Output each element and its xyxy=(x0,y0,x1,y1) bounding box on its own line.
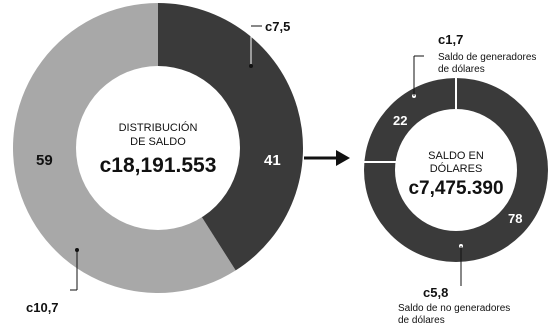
slice-label-22: 22 xyxy=(393,113,407,128)
donut-hole xyxy=(395,109,517,231)
amount-c10-7: c10,7 xyxy=(26,300,59,315)
distribution-donut: DISTRIBUCIÓN DE SALDO c18,191.553 59 41 … xyxy=(12,3,303,315)
amount-c1-7: c1,7 xyxy=(438,32,463,47)
amount-c7-5: c7,5 xyxy=(265,19,290,34)
distribution-title-line2: DE SALDO xyxy=(130,136,186,148)
dollar-balance-donut: SALDO EN DÓLARES c7,475.390 22 78 c1,7 S… xyxy=(364,32,548,326)
donut-hole xyxy=(76,66,240,230)
slice-label-78: 78 xyxy=(508,211,522,226)
dollar-title-line1: SALDO EN xyxy=(428,150,484,162)
dollar-total: c7,475.390 xyxy=(408,178,503,199)
dollar-title-line2: DÓLARES xyxy=(430,162,483,175)
slice-label-41: 41 xyxy=(264,152,281,169)
non-generators-note-line1: Saldo de no generadores xyxy=(398,303,510,314)
slice-label-59: 59 xyxy=(36,152,53,169)
callout-dot xyxy=(249,64,253,68)
generators-note-line1: Saldo de generadores xyxy=(438,52,536,63)
amount-c5-8: c5,8 xyxy=(423,285,448,300)
non-generators-note-line2: de dólares xyxy=(398,315,445,326)
distribution-title-line1: DISTRIBUCIÓN xyxy=(119,121,198,134)
arrow-icon xyxy=(304,150,350,166)
generators-note-line2: de dólares xyxy=(438,64,485,75)
distribution-total: c18,191.553 xyxy=(100,154,217,177)
